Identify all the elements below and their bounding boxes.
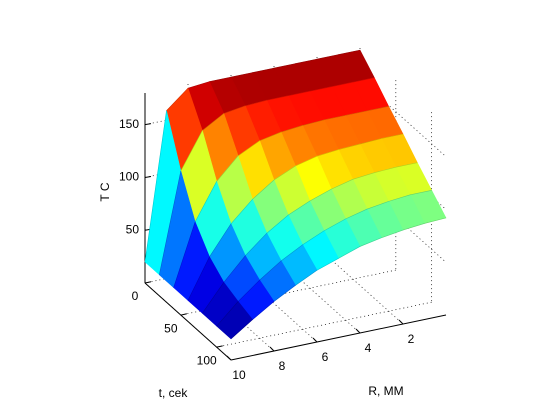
- y-tick: [144, 281, 152, 284]
- x-axis-label: R, MM: [368, 384, 403, 398]
- y-axis-label: t, cek: [159, 386, 189, 400]
- grid-line: [316, 246, 404, 325]
- x-tick: [226, 355, 232, 361]
- mesh-line: [230, 217, 447, 340]
- grid-line: [359, 79, 447, 157]
- x-tick-label: 2: [408, 332, 415, 346]
- y-tick: [180, 313, 187, 316]
- z-axis-label: T C: [98, 182, 112, 201]
- y-tick: [216, 345, 223, 348]
- mesh-line: [216, 189, 432, 327]
- y-tick-label: 100: [197, 353, 217, 367]
- x-tick: [398, 319, 404, 325]
- axes-layer: [144, 93, 447, 361]
- surface-face: [216, 301, 253, 340]
- mesh-line: [159, 77, 375, 275]
- mesh-line: [187, 133, 404, 301]
- grid-line: [273, 255, 361, 334]
- x-tick-label: 10: [232, 368, 246, 382]
- surface-layer: [144, 49, 447, 340]
- mesh-line: [202, 162, 418, 314]
- grid-line: [230, 264, 318, 343]
- x-tick: [269, 346, 275, 352]
- x-tick-label: 4: [365, 341, 372, 355]
- z-tick: [144, 123, 152, 126]
- z-tick-label: 150: [119, 117, 139, 131]
- z-tick: [144, 175, 152, 178]
- mesh-line: [144, 49, 361, 262]
- x-tick-label: 6: [322, 350, 329, 364]
- label-layer: 50 100 150 0 50 100 2 4 6 8 10: [119, 117, 415, 382]
- grid-line: [187, 273, 275, 352]
- y-tick-label: 0: [132, 289, 139, 303]
- y-tick-label: 50: [164, 321, 178, 335]
- mesh-line: [173, 106, 389, 288]
- x-tick: [312, 337, 318, 343]
- x-tick-label: 8: [279, 359, 286, 373]
- grid-line: [180, 269, 396, 316]
- x-tick: [355, 328, 361, 334]
- z-tick-label: 100: [119, 170, 139, 184]
- x-axis: [230, 314, 447, 361]
- z-tick-label: 50: [126, 222, 140, 236]
- grid-line: [216, 301, 432, 348]
- grid-line: [359, 184, 447, 263]
